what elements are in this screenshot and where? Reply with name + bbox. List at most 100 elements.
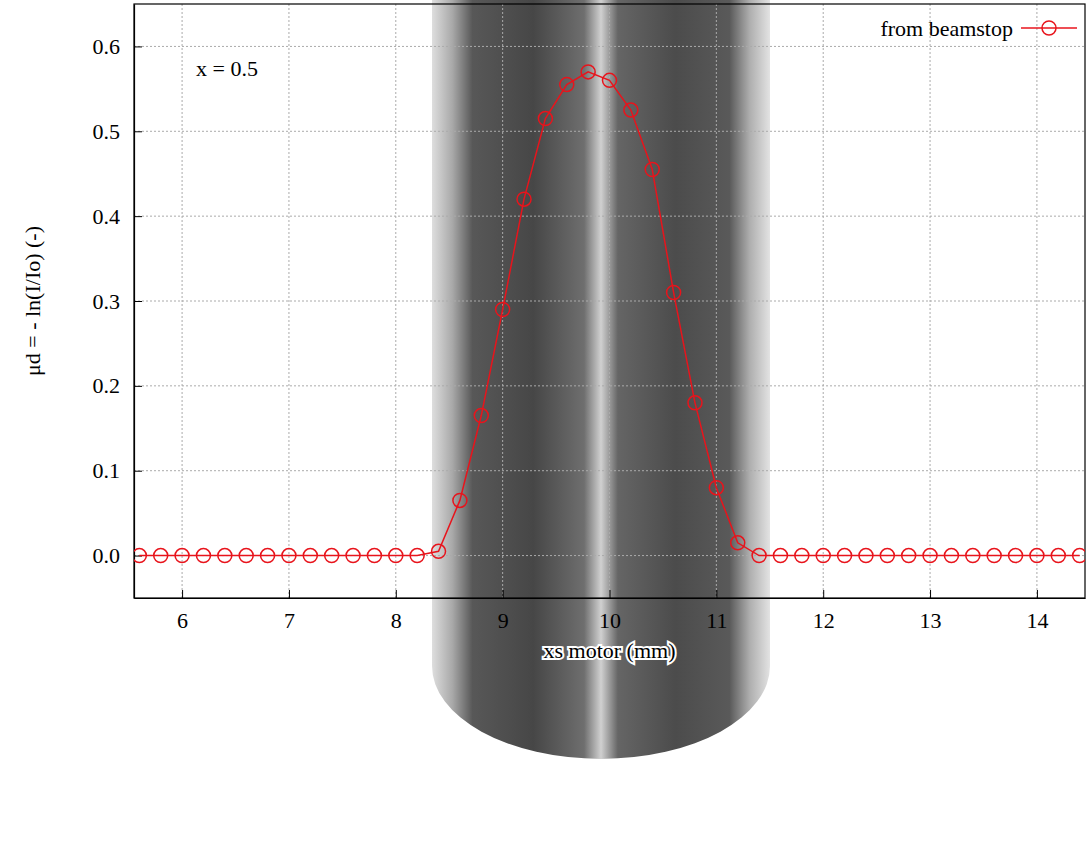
- tick-mark: [134, 216, 142, 217]
- axis-line: [135, 598, 1086, 599]
- data-point: [1030, 549, 1044, 563]
- data-point: [752, 549, 766, 563]
- tick: 0.1: [93, 458, 143, 483]
- tick-label: 11: [706, 608, 727, 633]
- data-point: [987, 549, 1001, 563]
- data-point: [795, 549, 809, 563]
- tick: 13: [920, 590, 942, 633]
- tick-mark: [134, 386, 142, 387]
- data-point: [432, 544, 446, 558]
- grid-line: [1036, 4, 1037, 598]
- tick-label: 6: [177, 608, 188, 633]
- legend-label: from beamstop: [880, 16, 1013, 41]
- tick-label: 0.6: [93, 34, 121, 59]
- x-axis: 6 7 8 9 10 11 12 13 14: [135, 590, 1086, 633]
- data-point: [389, 549, 403, 563]
- tick-label: 8: [391, 608, 402, 633]
- tick-mark: [930, 590, 931, 598]
- tick-mark: [503, 590, 504, 598]
- tick-mark: [134, 301, 142, 302]
- tick: 0.2: [93, 373, 143, 398]
- tick: 7: [284, 590, 295, 633]
- tick: 0.6: [93, 34, 143, 59]
- data-point: [773, 549, 787, 563]
- tick-label: 14: [1026, 608, 1048, 633]
- grid-line: [134, 216, 1085, 217]
- tick-mark: [716, 590, 717, 598]
- data-point: [816, 549, 830, 563]
- tick: 8: [391, 590, 402, 633]
- tick-mark: [823, 590, 824, 598]
- plot-frame: [134, 4, 1085, 598]
- data-layer: [134, 65, 1085, 563]
- tick-label: 0.2: [93, 373, 121, 398]
- tick-label: 0.3: [93, 289, 121, 314]
- tick: 6: [177, 590, 188, 633]
- sample-photo: [432, 0, 770, 759]
- series-line: [139, 72, 1079, 556]
- tick-label: 0.0: [93, 543, 121, 568]
- data-point: [261, 549, 275, 563]
- data-point: [538, 112, 552, 126]
- grid-line: [134, 301, 1085, 302]
- legend-marker: [1042, 21, 1056, 35]
- data-point: [581, 65, 595, 79]
- data-point: [603, 73, 617, 87]
- tick-mark: [134, 471, 142, 472]
- grid-line: [134, 470, 1085, 471]
- tick: 12: [813, 590, 835, 633]
- data-point: [1073, 549, 1085, 563]
- tick: 9: [498, 590, 509, 633]
- tick: 14: [1026, 590, 1048, 633]
- data-point: [880, 549, 894, 563]
- data-point: [517, 192, 531, 206]
- tick: 0.3: [93, 289, 143, 314]
- grid-line: [609, 4, 610, 598]
- data-point: [624, 103, 638, 117]
- y-axis-title: μd = - ln(I/Io) (-): [20, 226, 45, 376]
- legend: from beamstop: [880, 16, 1077, 41]
- data-point: [966, 549, 980, 563]
- tick-mark: [134, 46, 142, 47]
- data-point: [303, 549, 317, 563]
- data-point: [218, 549, 232, 563]
- chart: 6 7 8 9 10 11 12 13 14 0.0 0.1 0.2 0.3 0.4 0.5 0.6 from …: [0, 0, 1089, 847]
- data-point: [474, 409, 488, 423]
- tick-mark: [134, 131, 142, 132]
- tick-mark: [182, 590, 183, 598]
- tick: 0.0: [93, 543, 143, 568]
- data-point: [496, 302, 510, 316]
- tick-label: 12: [813, 608, 835, 633]
- data-point: [346, 549, 360, 563]
- data-point: [1051, 549, 1065, 563]
- grid-line: [716, 4, 717, 598]
- tick-label: 7: [284, 608, 295, 633]
- data-point: [325, 549, 339, 563]
- data-point: [709, 481, 723, 495]
- data-point: [667, 286, 681, 300]
- tick: 11: [706, 590, 727, 633]
- grid-line: [288, 4, 289, 598]
- legend-line: [1021, 27, 1077, 29]
- tick-mark: [1037, 590, 1038, 598]
- data-point: [902, 549, 916, 563]
- y-axis: 0.0 0.1 0.2 0.3 0.4 0.5 0.6: [93, 5, 143, 599]
- tick: 0.4: [93, 204, 143, 229]
- tick-label: 0.4: [93, 204, 121, 229]
- tick-label: 0.5: [93, 119, 121, 144]
- data-point: [410, 549, 424, 563]
- data-point: [175, 549, 189, 563]
- annotation: x = 0.5: [196, 56, 258, 81]
- tick-label: 10: [599, 608, 621, 633]
- grid-line: [134, 46, 1085, 47]
- data-point: [838, 549, 852, 563]
- plot: 6 7 8 9 10 11 12 13 14 0.0 0.1 0.2 0.3 0.4 0.5 0.6 from …: [93, 4, 1087, 633]
- data-point: [560, 78, 574, 92]
- data-point: [239, 549, 253, 563]
- data-point: [731, 536, 745, 550]
- data-point: [134, 549, 146, 563]
- tick-label: 9: [498, 608, 509, 633]
- data-point: [923, 549, 937, 563]
- tick-mark: [396, 590, 397, 598]
- data-point: [944, 549, 958, 563]
